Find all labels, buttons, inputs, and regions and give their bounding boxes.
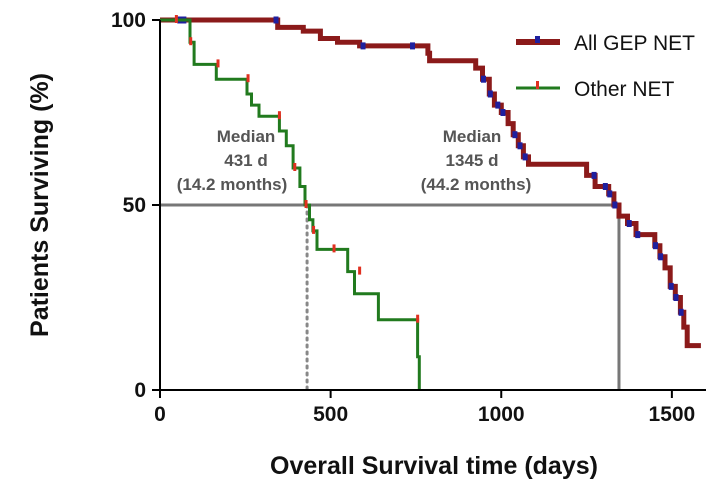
censor-mark-all-gep-net-8 xyxy=(500,109,506,116)
median-all-line-3: (44.2 months) xyxy=(421,175,532,194)
x-tick-label-500: 500 xyxy=(313,403,348,426)
censor-mark-all-gep-net-7 xyxy=(495,101,501,109)
y-axis-title: Patients Surviving (%) xyxy=(26,73,54,337)
censor-mark-other-net-6 xyxy=(304,200,308,208)
legend-label-other-net: Other NET xyxy=(574,78,675,101)
censor-mark-all-gep-net-18 xyxy=(652,242,658,250)
censor-mark-all-gep-net-15 xyxy=(612,201,618,209)
censor-mark-all-gep-net-12 xyxy=(591,171,597,179)
median-other-line-3: (14.2 months) xyxy=(177,175,288,194)
censor-mark-other-net-5 xyxy=(293,163,297,171)
series-line-other-net xyxy=(160,18,421,390)
censor-mark-all-gep-net-6 xyxy=(487,90,493,98)
censor-mark-all-gep-net-10 xyxy=(517,142,523,150)
y-tick-label-100: 100 xyxy=(111,9,146,32)
censor-mark-all-gep-net-11 xyxy=(522,153,528,161)
x-tick-label-1000: 1000 xyxy=(478,403,525,426)
median-other-line-2: 431 d xyxy=(224,151,267,170)
x-axis-title: Overall Survival time (days) xyxy=(270,452,598,480)
censor-mark-other-net-8 xyxy=(332,244,336,253)
censor-mark-other-net-9 xyxy=(358,266,362,275)
censor-mark-all-gep-net-21 xyxy=(673,294,679,301)
censor-mark-other-net-4 xyxy=(277,111,281,120)
censor-mark-other-net-0 xyxy=(174,15,178,23)
censor-mark-all-gep-net-13 xyxy=(602,183,608,190)
censor-mark-all-gep-net-22 xyxy=(678,308,684,316)
legend-label-all-gep-net: All GEP NET xyxy=(574,32,695,55)
median-all-line-1: Median xyxy=(443,127,502,146)
median-other-line-1: Median xyxy=(217,127,276,146)
censor-mark-all-gep-net-17 xyxy=(635,231,641,239)
censor-mark-all-gep-net-19 xyxy=(658,253,664,261)
censor-mark-all-gep-net-5 xyxy=(481,75,487,83)
censor-mark-all-gep-net-4 xyxy=(410,42,416,50)
median-all-line-2: 1345 d xyxy=(446,151,499,170)
series-layer xyxy=(160,15,701,390)
y-tick-label-0: 0 xyxy=(134,379,146,402)
censor-mark-all-gep-net-2 xyxy=(273,16,279,24)
censor-mark-other-net-2 xyxy=(216,59,220,68)
legend: All GEP NET Other NET xyxy=(516,32,695,101)
censor-mark-other-net-3 xyxy=(246,74,250,83)
censor-mark-all-gep-net-14 xyxy=(607,190,613,198)
censor-mark-other-net-1 xyxy=(189,37,193,46)
x-tick-label-1500: 1500 xyxy=(649,403,696,426)
censor-mark-all-gep-net-20 xyxy=(668,282,674,290)
censor-mark-all-gep-net-3 xyxy=(360,42,366,50)
x-tick-label-0: 0 xyxy=(154,403,166,426)
censor-mark-all-gep-net-16 xyxy=(626,220,632,227)
censor-mark-all-gep-net-9 xyxy=(512,131,518,139)
censor-mark-other-net-7 xyxy=(312,225,316,234)
ticks-layer: 0 500 1000 1500 0 50 100 xyxy=(111,9,695,426)
censor-mark-other-net-10 xyxy=(416,314,420,323)
median-reference-lines xyxy=(160,203,621,392)
y-tick-label-50: 50 xyxy=(123,194,146,217)
legend-censor-other-net xyxy=(536,81,539,89)
legend-censor-all-gep-net xyxy=(535,36,540,43)
